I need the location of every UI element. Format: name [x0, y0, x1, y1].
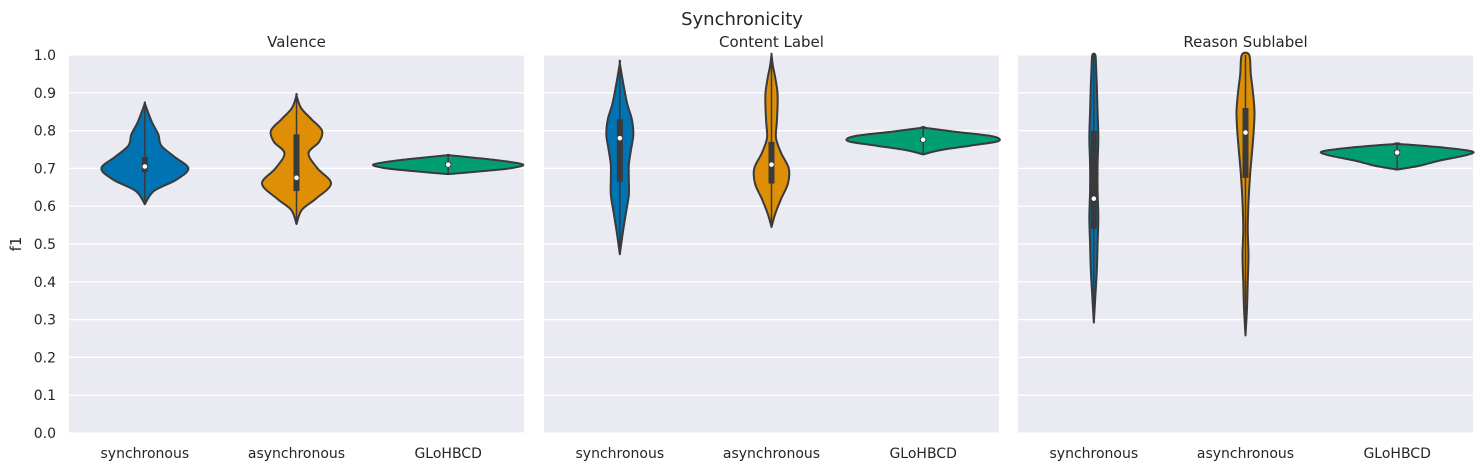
violin-iqr-box	[616, 119, 623, 182]
x-tick-label: GLoHBCD	[1363, 446, 1430, 462]
panels: 0.0 0.1 0.2 0.3 0.4 0.5 0.6 0.7 0.8 0.9 1.0 Valence…	[34, 33, 1475, 462]
y-tick-label: 0.5	[34, 237, 56, 253]
violin-iqr-box	[1242, 107, 1249, 178]
y-tick-label: 1.0	[34, 48, 56, 64]
violin-median-point	[142, 164, 148, 169]
x-tick-label: asynchronous	[248, 446, 345, 462]
x-tick-label: GLoHBCD	[414, 446, 481, 462]
y-tick-label: 0.6	[34, 199, 56, 215]
y-tick-label: 0.2	[34, 350, 56, 366]
x-tick-label: asynchronous	[1197, 446, 1294, 462]
panel-content-label: Content Label synchronous asynchronous GLoH…	[544, 33, 1001, 462]
y-tick-label: 0.4	[34, 275, 56, 291]
y-tick-label: 0.9	[34, 86, 56, 102]
x-tick-label: synchronous	[576, 446, 665, 462]
x-tick-label: GLoHBCD	[889, 446, 956, 462]
violin-iqr-box	[293, 134, 300, 192]
violin-iqr-box	[1090, 130, 1097, 229]
x-tick-label: synchronous	[101, 446, 190, 462]
y-tick-label: 0.1	[34, 388, 56, 404]
violin-median-point	[1243, 130, 1248, 135]
violin-median-point	[445, 162, 451, 167]
x-tick-label: synchronous	[1050, 446, 1139, 462]
panel-title: Content Label	[719, 33, 824, 51]
panel-reason-sublabel: Reason Sublabel synchronous asynchronous GL…	[1018, 33, 1475, 462]
violin-median-point	[294, 175, 299, 181]
violin-median-point	[769, 162, 774, 167]
y-tick-label: 0.0	[34, 426, 56, 442]
violin-median-point	[617, 135, 623, 141]
violin-median-point	[920, 137, 926, 142]
y-tick-label: 0.8	[34, 124, 56, 140]
panel-title: Reason Sublabel	[1183, 33, 1307, 51]
x-tick-label: asynchronous	[723, 446, 820, 462]
violin-median-point	[1394, 150, 1400, 155]
panel-valence: Valence synchronous asynchronous GLoHBCD	[69, 33, 525, 462]
panel-title: Valence	[267, 33, 326, 51]
figure-title: Synchronicity	[681, 9, 803, 30]
y-tick-label: 0.7	[34, 161, 56, 177]
y-tick-label: 0.3	[34, 313, 56, 329]
y-axis-label: f1	[7, 237, 25, 252]
violin-median-point	[1091, 196, 1097, 201]
